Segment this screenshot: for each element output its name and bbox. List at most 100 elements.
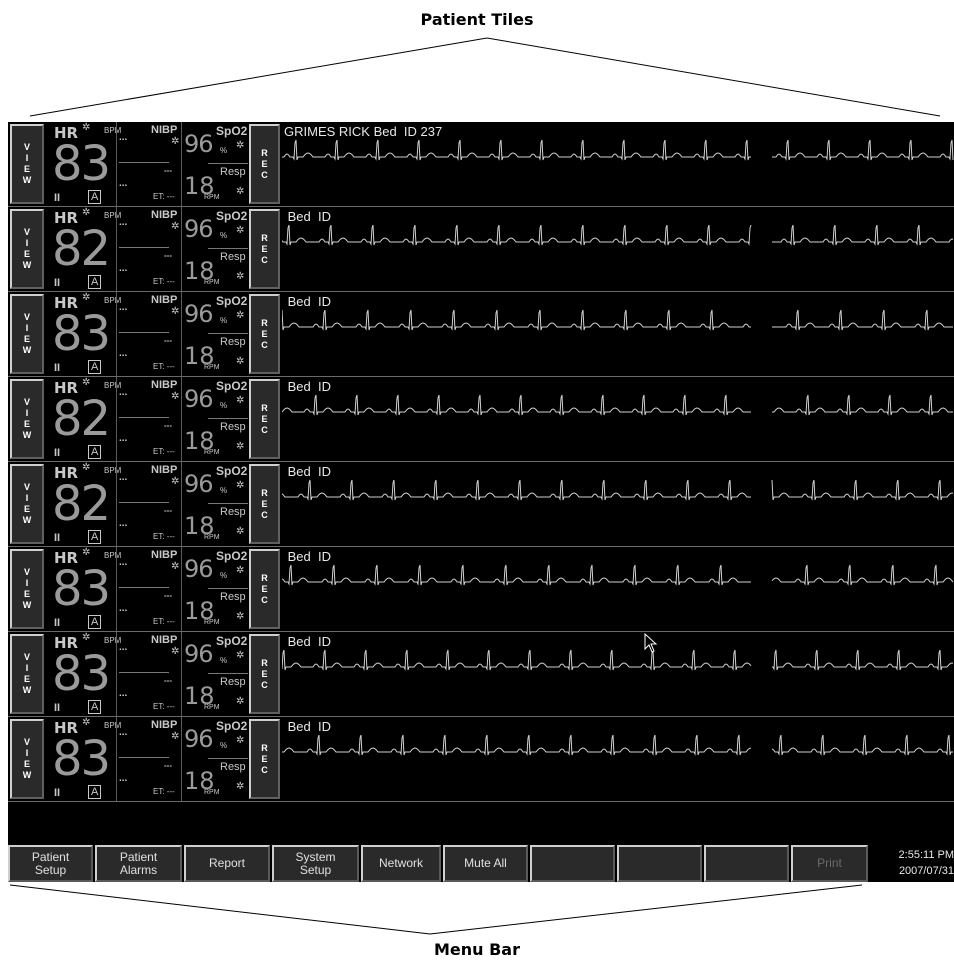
ecg-waveform (282, 564, 954, 586)
nibp-separator (119, 247, 169, 248)
alarm-bell-icon: ✲ (82, 547, 91, 558)
spo2-value: 96 (184, 215, 214, 243)
spo2-label: SpO2 (216, 549, 248, 563)
spo2-label: SpO2 (216, 379, 248, 393)
ecg-lead: II (54, 277, 61, 289)
divider (116, 717, 117, 801)
divider (181, 632, 182, 716)
divider (116, 547, 117, 631)
rec-letter: R (261, 402, 268, 413)
rec-letter: C (261, 339, 268, 350)
patient-tiles-callout: Patient Tiles (420, 10, 534, 29)
rec-letter: C (261, 594, 268, 605)
rec-letter: R (261, 487, 268, 498)
nibp-separator (119, 757, 169, 758)
ecg-waveform (282, 309, 953, 331)
resp-label: Resp (220, 506, 246, 518)
nibp-systolic-placeholder: ... (119, 472, 128, 483)
clock: 2:55:11 PM 2007/07/31 (870, 847, 954, 879)
menu-button-patient-setup[interactable]: Patient Setup (8, 845, 93, 882)
alarm-bell-icon: ✲ (236, 225, 245, 236)
menu-button-empty-8[interactable] (704, 845, 789, 882)
nibp-mean-placeholder: --- (164, 591, 172, 600)
menu-bar: Patient Setup Patient Alarms Report System Set… (8, 845, 954, 882)
rec-letter: C (261, 169, 268, 180)
alarm-bell-icon: ✲ (236, 696, 245, 707)
menu-button-print[interactable]: Print (791, 845, 868, 882)
spo2-separator (208, 418, 248, 419)
menu-button-report[interactable]: Report (184, 845, 270, 882)
nibp-label: NIBP (151, 124, 178, 136)
view-letter: I (25, 578, 29, 588)
menu-button-mute-all[interactable]: Mute All (443, 845, 528, 882)
mode-badge: A (88, 360, 102, 374)
nibp-systolic-placeholder: ... (119, 642, 128, 653)
spo2-label: SpO2 (216, 464, 248, 478)
nibp-separator (119, 502, 169, 503)
view-letter: W (22, 345, 32, 355)
spo2-label: SpO2 (216, 719, 248, 733)
alarm-bell-icon: ✲ (82, 207, 91, 218)
ecg-trace (282, 564, 954, 586)
spo2-value: 96 (184, 300, 214, 328)
menu-button-line1: Print (817, 856, 842, 870)
hr-label: HR (54, 549, 79, 567)
spo2-unit: % (220, 656, 228, 665)
view-letter: V (23, 142, 30, 152)
nibp-systolic-placeholder: ... (119, 217, 128, 228)
rpm-unit: RPM (204, 534, 220, 541)
et-value: ET: --- (153, 532, 175, 541)
menu-button-line1: Mute All (464, 856, 507, 870)
menu-button-system-setup[interactable]: System Setup (272, 845, 359, 882)
view-letter: V (23, 652, 30, 662)
hr-label: HR (54, 294, 79, 312)
nibp-systolic-placeholder: ... (119, 132, 128, 143)
menu-button-empty-6[interactable] (530, 845, 615, 882)
rec-letter: E (261, 158, 268, 169)
alarm-bell-icon: ✲ (236, 186, 245, 197)
nibp-mean-placeholder: --- (164, 166, 172, 175)
view-letter: V (23, 397, 30, 407)
ecg-waveform (282, 224, 954, 246)
patient-name: Bed ID (284, 379, 331, 394)
et-value: ET: --- (153, 702, 175, 711)
view-letter: W (22, 770, 32, 780)
divider (116, 207, 117, 291)
rpm-unit: RPM (204, 364, 220, 371)
divider (181, 717, 182, 801)
rec-letter: C (261, 679, 268, 690)
menu-button-patient-alarms[interactable]: Patient Alarms (95, 845, 182, 882)
nibp-mean-placeholder: --- (164, 506, 172, 515)
menu-button-network[interactable]: Network (361, 845, 441, 882)
divider (181, 377, 182, 461)
patient-name: Bed ID (284, 634, 331, 649)
mode-badge: A (88, 700, 102, 714)
rpm-unit: RPM (204, 194, 220, 201)
view-letter: E (23, 249, 30, 259)
ecg-trace (282, 394, 953, 416)
resp-label: Resp (220, 591, 246, 603)
alarm-bell-icon: ✲ (236, 565, 245, 576)
menu-button-empty-7[interactable] (617, 845, 702, 882)
hr-value: 82 (52, 391, 111, 447)
hr-label: HR (54, 379, 79, 397)
resp-value: 18 (184, 172, 215, 200)
